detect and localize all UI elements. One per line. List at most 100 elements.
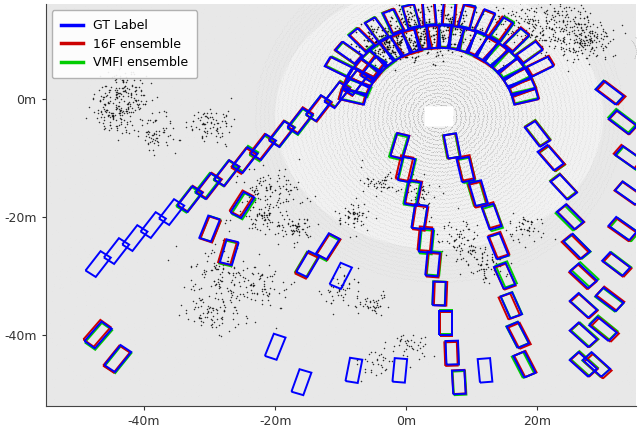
Point (371, 79, 381, 86)
Point (292, 62, 303, 69)
Point (386, 153, 396, 160)
Point (438, 184, 449, 191)
Point (554, 35, 564, 42)
Point (520, 68, 531, 75)
Point (358, 84, 369, 91)
Point (490, 105, 500, 112)
Point (301, 201, 312, 208)
Point (356, 128, 367, 135)
Point (490, 115, 500, 122)
Point (580, 32, 590, 39)
Point (113, 150, 123, 157)
Point (211, 302, 221, 309)
Point (116, 115, 126, 122)
Point (437, 184, 447, 191)
Point (266, 139, 276, 146)
Point (409, 265, 419, 272)
Point (583, 179, 593, 186)
Point (524, 70, 534, 77)
Point (345, 234, 355, 241)
Point (328, 195, 339, 202)
Point (438, 305, 448, 312)
Point (315, 34, 325, 41)
Point (86, 386, 96, 393)
Point (595, 174, 605, 181)
Point (516, 167, 526, 174)
Point (419, 204, 429, 211)
Point (451, 273, 461, 280)
Point (573, 144, 583, 151)
Point (365, 108, 375, 114)
Point (472, 132, 482, 139)
Point (507, 242, 517, 249)
Point (557, 182, 568, 189)
Point (547, 106, 557, 113)
Point (475, 39, 485, 46)
Point (353, 240, 363, 247)
Point (416, 40, 426, 47)
Point (357, 232, 367, 238)
Point (343, 228, 353, 235)
Point (469, 172, 479, 179)
Point (451, 258, 461, 265)
Point (602, 93, 612, 100)
Point (259, 122, 269, 129)
Point (296, 163, 306, 170)
Point (315, 92, 325, 98)
Point (270, 137, 280, 144)
Point (305, 19, 315, 26)
Point (285, 194, 296, 201)
Point (95, 73, 105, 80)
Point (333, 37, 344, 44)
Point (584, 18, 595, 25)
Point (489, 207, 499, 214)
Point (299, 185, 309, 192)
Point (504, 166, 514, 173)
Point (362, 239, 372, 246)
Point (327, 193, 337, 200)
Point (537, 186, 547, 193)
Point (45, 366, 56, 373)
Point (452, 231, 463, 238)
Point (343, 0, 353, 5)
Point (446, 38, 456, 45)
Point (90, 24, 100, 31)
Point (511, 140, 522, 146)
Point (398, 263, 408, 270)
Point (283, 52, 293, 59)
Point (379, 6, 389, 13)
Point (599, 178, 609, 185)
Point (528, 147, 538, 154)
Point (373, 36, 383, 43)
Point (425, 47, 435, 54)
Point (305, 130, 315, 137)
Point (420, 218, 431, 225)
Point (537, 205, 547, 212)
Point (477, 251, 487, 257)
Point (609, 80, 620, 87)
Point (292, 150, 302, 157)
Point (535, 89, 545, 96)
Point (458, 205, 468, 212)
Point (356, 378, 366, 384)
Point (394, 60, 404, 67)
Point (561, 202, 572, 209)
Point (466, 178, 476, 185)
Point (429, 172, 440, 178)
Point (544, 220, 554, 227)
Point (239, 217, 250, 224)
Point (550, 16, 560, 22)
Point (300, 94, 310, 101)
Point (561, 44, 571, 51)
Point (431, 53, 441, 60)
Point (335, 98, 345, 105)
Point (515, 9, 525, 16)
Point (549, 58, 559, 65)
Point (447, 267, 457, 273)
Point (492, 113, 502, 120)
Point (513, 186, 523, 193)
Point (533, 103, 543, 110)
Point (283, 43, 293, 50)
Point (235, 44, 245, 51)
Point (479, 215, 490, 222)
